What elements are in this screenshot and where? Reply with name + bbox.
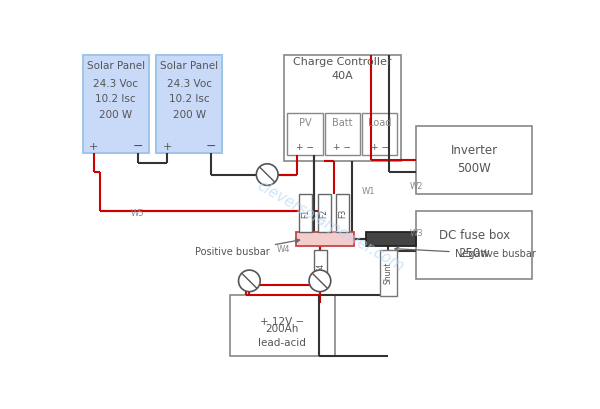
Text: Batt: Batt: [332, 118, 353, 128]
Bar: [317, 194, 331, 232]
Bar: [365, 232, 416, 246]
Text: W2: W2: [410, 182, 424, 191]
Text: Charge Controller
40A: Charge Controller 40A: [293, 57, 392, 81]
Bar: [296, 232, 354, 246]
Text: PV: PV: [299, 118, 311, 128]
Text: W1: W1: [362, 187, 375, 196]
Bar: [416, 211, 532, 279]
Text: 24.3 Voc
10.2 Isc
200 W: 24.3 Voc 10.2 Isc 200 W: [93, 79, 138, 120]
Bar: [287, 113, 323, 155]
Bar: [336, 194, 349, 232]
Text: W3: W3: [410, 229, 424, 238]
Text: + −: + −: [371, 143, 389, 152]
Text: cleversolarpower.com: cleversolarpower.com: [254, 178, 407, 274]
Bar: [230, 295, 335, 355]
Bar: [83, 55, 149, 153]
Text: F3: F3: [338, 209, 347, 218]
Text: F2: F2: [320, 209, 329, 218]
Text: +: +: [163, 142, 172, 152]
Bar: [380, 250, 397, 296]
Text: + 12V −: + 12V −: [260, 317, 304, 327]
Text: W5: W5: [131, 209, 145, 218]
Text: 200Ah
lead-acid: 200Ah lead-acid: [259, 324, 306, 348]
Text: −: −: [133, 140, 143, 153]
Circle shape: [239, 270, 260, 292]
Circle shape: [256, 164, 278, 185]
Bar: [314, 250, 327, 285]
Text: Solar Panel: Solar Panel: [160, 61, 218, 71]
Text: + −: + −: [334, 143, 352, 152]
Text: Inverter
500W: Inverter 500W: [451, 144, 497, 175]
Text: DC fuse box
250w: DC fuse box 250w: [439, 229, 509, 260]
Text: −: −: [206, 140, 217, 153]
Text: W4: W4: [277, 245, 290, 254]
Circle shape: [309, 270, 331, 292]
Text: 24.3 Voc
10.2 Isc
200 W: 24.3 Voc 10.2 Isc 200 W: [167, 79, 212, 120]
Text: Positive busbar: Positive busbar: [195, 239, 299, 257]
Text: Load: Load: [368, 118, 391, 128]
Text: F4: F4: [316, 263, 325, 272]
Text: + −: + −: [296, 143, 314, 152]
Text: Shunt: Shunt: [383, 262, 392, 284]
Text: +: +: [89, 142, 98, 152]
Bar: [157, 55, 222, 153]
Text: Negative busbar: Negative busbar: [395, 247, 536, 259]
Text: F1: F1: [301, 209, 310, 218]
Bar: [362, 113, 397, 155]
Text: Solar Panel: Solar Panel: [86, 61, 145, 71]
Bar: [325, 113, 360, 155]
Bar: [299, 194, 312, 232]
Bar: [416, 126, 532, 194]
Bar: [284, 55, 401, 161]
